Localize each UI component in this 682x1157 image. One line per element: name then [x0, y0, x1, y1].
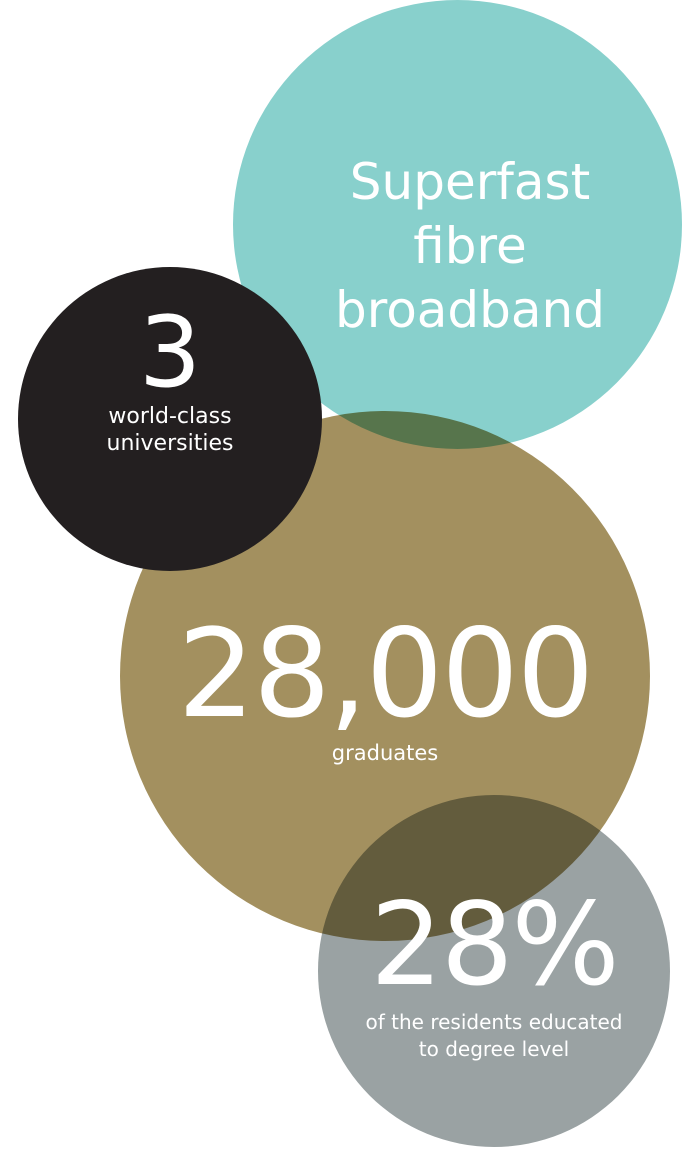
degree-percentage: 28%: [370, 878, 619, 1011]
graduates-number: 28,000: [177, 603, 595, 745]
broadband-heading: Superfast fibre broadband: [290, 150, 650, 342]
broadband-line-2: fibre: [413, 217, 527, 275]
universities-label-line-1: world-class: [108, 404, 232, 429]
degree-label: of the residents educated to degree leve…: [318, 1009, 670, 1063]
broadband-line-1: Superfast: [349, 153, 591, 211]
universities-label-line-2: universities: [106, 431, 234, 456]
broadband-line-3: broadband: [335, 281, 605, 339]
universities-circle: [18, 267, 322, 571]
universities-number: 3: [138, 296, 202, 410]
universities-label: world-class universities: [20, 403, 320, 457]
degree-label-line-1: of the residents educated: [365, 1010, 623, 1034]
degree-label-line-2: to degree level: [418, 1037, 570, 1061]
degree-circle: [318, 795, 670, 1147]
graduates-label: graduates: [331, 741, 439, 765]
